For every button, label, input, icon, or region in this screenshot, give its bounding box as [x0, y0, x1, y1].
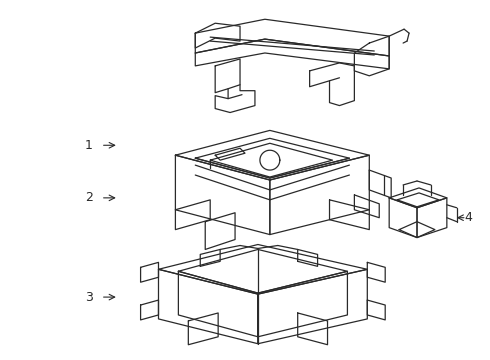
Text: 3: 3: [85, 291, 93, 303]
Text: 2: 2: [85, 192, 93, 204]
Text: 4: 4: [465, 211, 473, 224]
Text: 1: 1: [85, 139, 93, 152]
